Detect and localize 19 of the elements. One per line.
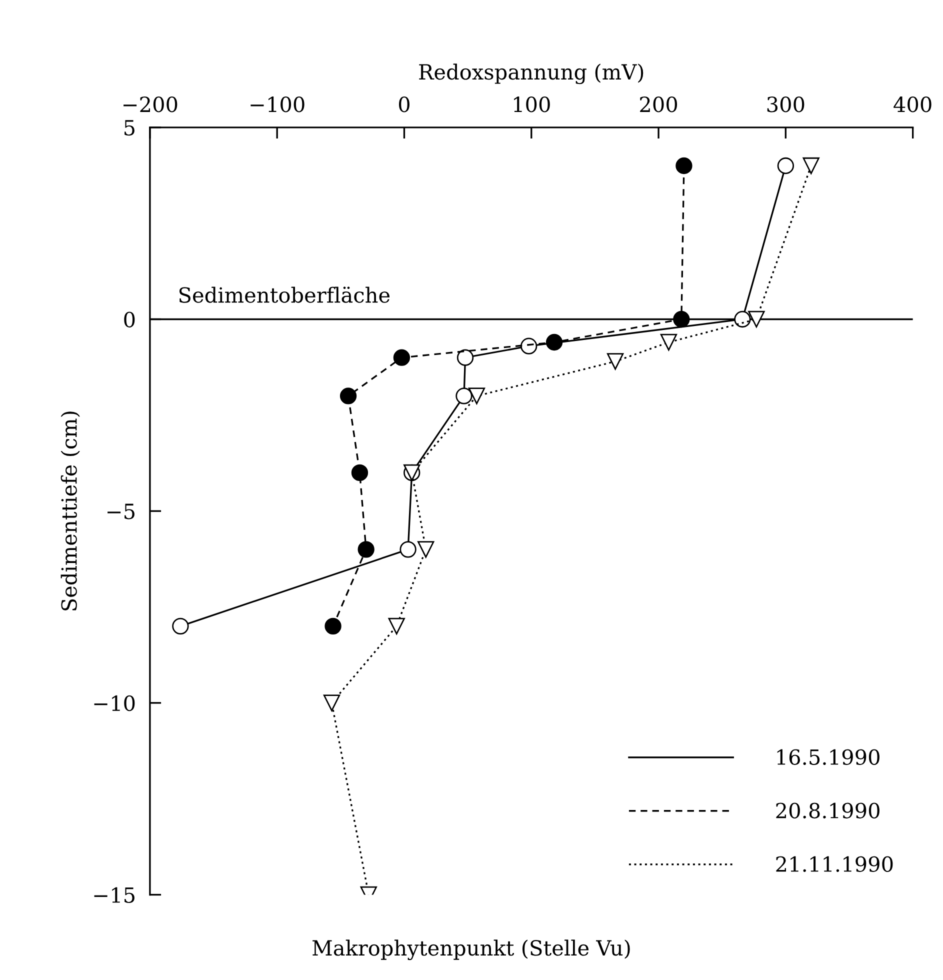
legend-label: 16.5.1990 — [777, 749, 880, 765]
y-axis-title: Sedimenttiefe (cm) — [60, 412, 80, 610]
x-tick-label: 200 — [640, 96, 678, 112]
x-tick-label: 400 — [894, 96, 932, 112]
ref-line-label: Sedimentoberfläche — [179, 286, 390, 303]
x-tick-label: 300 — [767, 96, 804, 112]
y-tick-label: −5 — [108, 504, 134, 520]
x-tick-label: −200 — [124, 96, 178, 112]
text: Makrophytenpunkt (Stelle Vu) — [312, 940, 630, 960]
x-tick-label: 100 — [514, 96, 550, 112]
y-tick-label: −10 — [94, 695, 135, 712]
x-axis-title: Redoxspannung (mV) — [419, 64, 644, 84]
x-tick-label: 0 — [398, 96, 410, 112]
y-tick-label: −15 — [94, 887, 134, 903]
y-tick-label: 0 — [124, 312, 135, 328]
legend-label: 21.11.1990 — [776, 856, 893, 872]
y-tick-label: 5 — [124, 120, 134, 136]
legend-label: 20.8.1990 — [776, 802, 880, 818]
x-tick-label: −100 — [250, 96, 304, 112]
